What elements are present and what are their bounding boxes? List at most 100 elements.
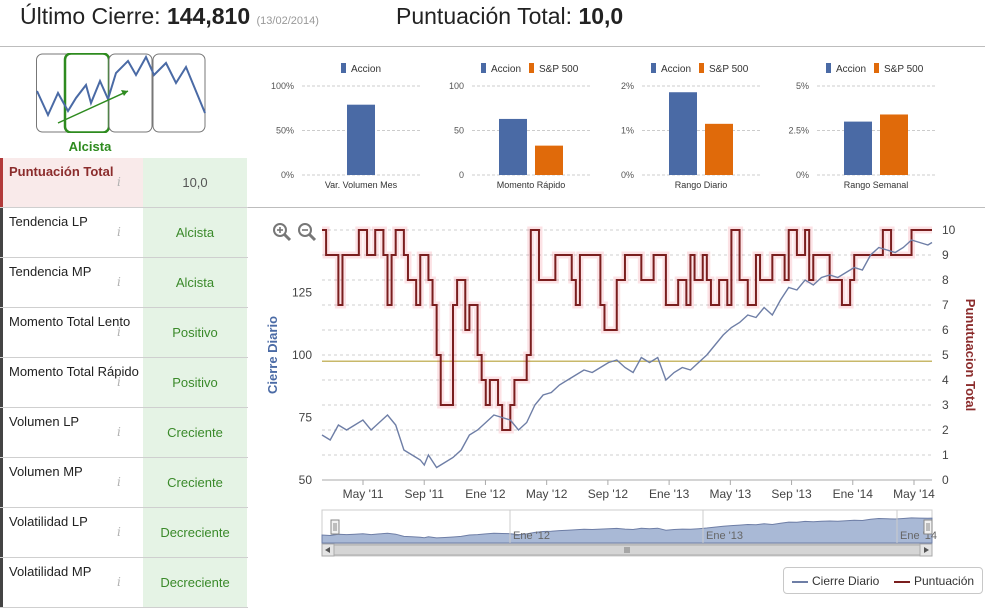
navigator-handle[interactable] — [330, 519, 340, 535]
legend-swatch-s-p-500 — [874, 63, 879, 73]
info-icon[interactable]: i — [117, 275, 121, 289]
table-row: Volatilidad MP i Decreciente — [0, 558, 248, 608]
y-tick-label: 0% — [281, 170, 294, 180]
y2-tick-label: 8 — [942, 273, 949, 287]
legend-swatch-cierre — [792, 580, 808, 583]
info-icon[interactable]: i — [117, 575, 121, 589]
x-tick-label: May '11 — [343, 487, 384, 501]
x-tick-label: Sep '13 — [771, 487, 812, 501]
y-tick-label: 5% — [796, 81, 809, 91]
info-icon[interactable]: i — [117, 175, 121, 189]
y-tick-label: 0% — [796, 170, 809, 180]
row-value-momento-total-lento: Positivo — [143, 308, 247, 357]
info-icon[interactable]: i — [117, 225, 121, 239]
y-tick-label: 50% — [276, 126, 294, 136]
bar-accion[interactable] — [499, 118, 527, 175]
row-label-momento-total-rapido: Momento Total Rápido — [0, 358, 143, 407]
thumb-box-selected — [63, 53, 111, 133]
total-score-label: Puntuación Total: — [396, 3, 573, 29]
series-cierre-line[interactable] — [321, 239, 933, 469]
table-row: Momento Total Rápido i Positivo — [0, 358, 248, 408]
y-tick-label: 2% — [621, 81, 634, 91]
mini-chart-momento-svg: Accion S&P 500 100 50 0 Momento Rápido — [449, 63, 590, 190]
bar-accion[interactable] — [347, 104, 375, 175]
last-close-value: 144,810 — [166, 3, 251, 29]
y-tick-label: 75 — [299, 411, 313, 425]
table-row: Volumen LP i Creciente — [0, 408, 248, 458]
table-row: Volumen MP i Creciente — [0, 458, 248, 508]
y-tick-label: 0% — [621, 170, 634, 180]
info-icon[interactable]: i — [117, 425, 121, 439]
row-label-puntuacion-total: Puntuación Total — [0, 158, 143, 207]
thumb-trend-arrow — [57, 90, 129, 124]
series-puntuacion-line[interactable] — [322, 229, 932, 431]
row-label-tendencia-lp: Tendencia LP — [0, 208, 143, 257]
row-value-tendencia-lp: Alcista — [143, 208, 247, 257]
bar-s-p-500[interactable] — [705, 123, 733, 175]
last-close: Último Cierre: 144,810 (13/02/2014) — [20, 3, 319, 30]
table-row: Tendencia MP i Alcista — [0, 258, 248, 308]
row-value-tendencia-mp: Alcista — [143, 258, 247, 307]
row-label-momento-total-lento: Momento Total Lento — [0, 308, 143, 357]
info-icon[interactable]: i — [117, 525, 121, 539]
x-tick-label: Ene '14 — [833, 487, 874, 501]
legend-swatch-puntuacion — [894, 580, 910, 583]
info-icon[interactable]: i — [117, 325, 121, 339]
zoom-in-icon[interactable] — [272, 222, 292, 242]
navigator-handle[interactable] — [923, 519, 933, 535]
mini-chart-rango-diario: Accion S&P 500 2% 1% 0% Rango Diario — [610, 55, 780, 205]
bar-accion[interactable] — [844, 121, 872, 175]
row-value-momento-total-rapido: Positivo — [143, 358, 247, 407]
navigator-label: Ene '13 — [706, 530, 743, 542]
legend-swatch-accion — [651, 63, 656, 73]
legend-swatch-s-p-500 — [699, 63, 704, 73]
legend-item-puntuacion[interactable]: Puntuación — [894, 574, 974, 588]
legend-label-s-p-500: S&P 500 — [884, 64, 924, 75]
table-row: Volatilidad LP i Decreciente — [0, 508, 248, 558]
legend-label-cierre: Cierre Diario — [812, 574, 880, 588]
info-icon[interactable]: i — [117, 475, 121, 489]
last-close-date: (13/02/2014) — [256, 15, 319, 27]
bar-s-p-500[interactable] — [535, 145, 563, 175]
row-label-volumen-mp: Volumen MP — [0, 458, 143, 507]
legend-swatch-accion — [826, 63, 831, 73]
mini-chart-title: Rango Diario — [675, 180, 728, 190]
navigator-series — [321, 517, 933, 544]
mini-chart-volumen: Accion 100% 50% 0% Var. Volumen Mes — [270, 55, 440, 205]
row-value-volatilidad-mp: Decreciente — [143, 558, 247, 607]
y2-tick-label: 2 — [942, 423, 949, 437]
y-tick-label: 100% — [271, 81, 294, 91]
legend-item-cierre[interactable]: Cierre Diario — [792, 574, 879, 588]
legend-swatch-s-p-500 — [529, 63, 534, 73]
legend-label-s-p-500: S&P 500 — [709, 64, 749, 75]
y2-tick-label: 5 — [942, 348, 949, 362]
x-tick-label: Sep '11 — [405, 487, 445, 501]
mini-chart-momento: Accion S&P 500 100 50 0 Momento Rápido — [440, 55, 610, 205]
thumb-price-line — [36, 54, 206, 118]
row-value-volatilidad-lp: Decreciente — [143, 508, 247, 557]
trend-thumbnail[interactable] — [36, 53, 206, 133]
total-score: Puntuación Total: 10,0 — [396, 3, 623, 30]
mini-chart-volumen-svg: Accion 100% 50% 0% Var. Volumen Mes — [271, 63, 420, 190]
legend-swatch-accion — [341, 63, 346, 73]
x-tick-label: May '12 — [526, 487, 568, 501]
indicator-table: Puntuación Total i 10,0 Tendencia LP i Alcist… — [0, 158, 248, 608]
arrow-left-icon — [325, 547, 330, 553]
info-icon[interactable]: i — [117, 375, 121, 389]
thumbnail-label: Alcista — [68, 139, 112, 154]
total-score-value: 10,0 — [578, 3, 624, 29]
mini-chart-title: Var. Volumen Mes — [325, 180, 398, 190]
bar-s-p-500[interactable] — [880, 114, 908, 175]
legend-label-puntuacion: Puntuación — [914, 574, 975, 588]
row-value-volumen-lp: Creciente — [143, 408, 247, 457]
arrow-right-icon — [924, 547, 929, 553]
mini-chart-title: Rango Semanal — [844, 180, 909, 190]
navigator-label: Ene '12 — [513, 530, 550, 542]
zoom-out-icon[interactable] — [297, 222, 317, 242]
y-tick-label: 2.5% — [788, 126, 809, 136]
row-value-puntuacion-total: 10,0 — [143, 158, 247, 207]
row-label-volatilidad-lp: Volatilidad LP — [0, 508, 143, 557]
y-axis-title: Cierre Diario — [265, 316, 280, 394]
bar-accion[interactable] — [669, 92, 697, 175]
